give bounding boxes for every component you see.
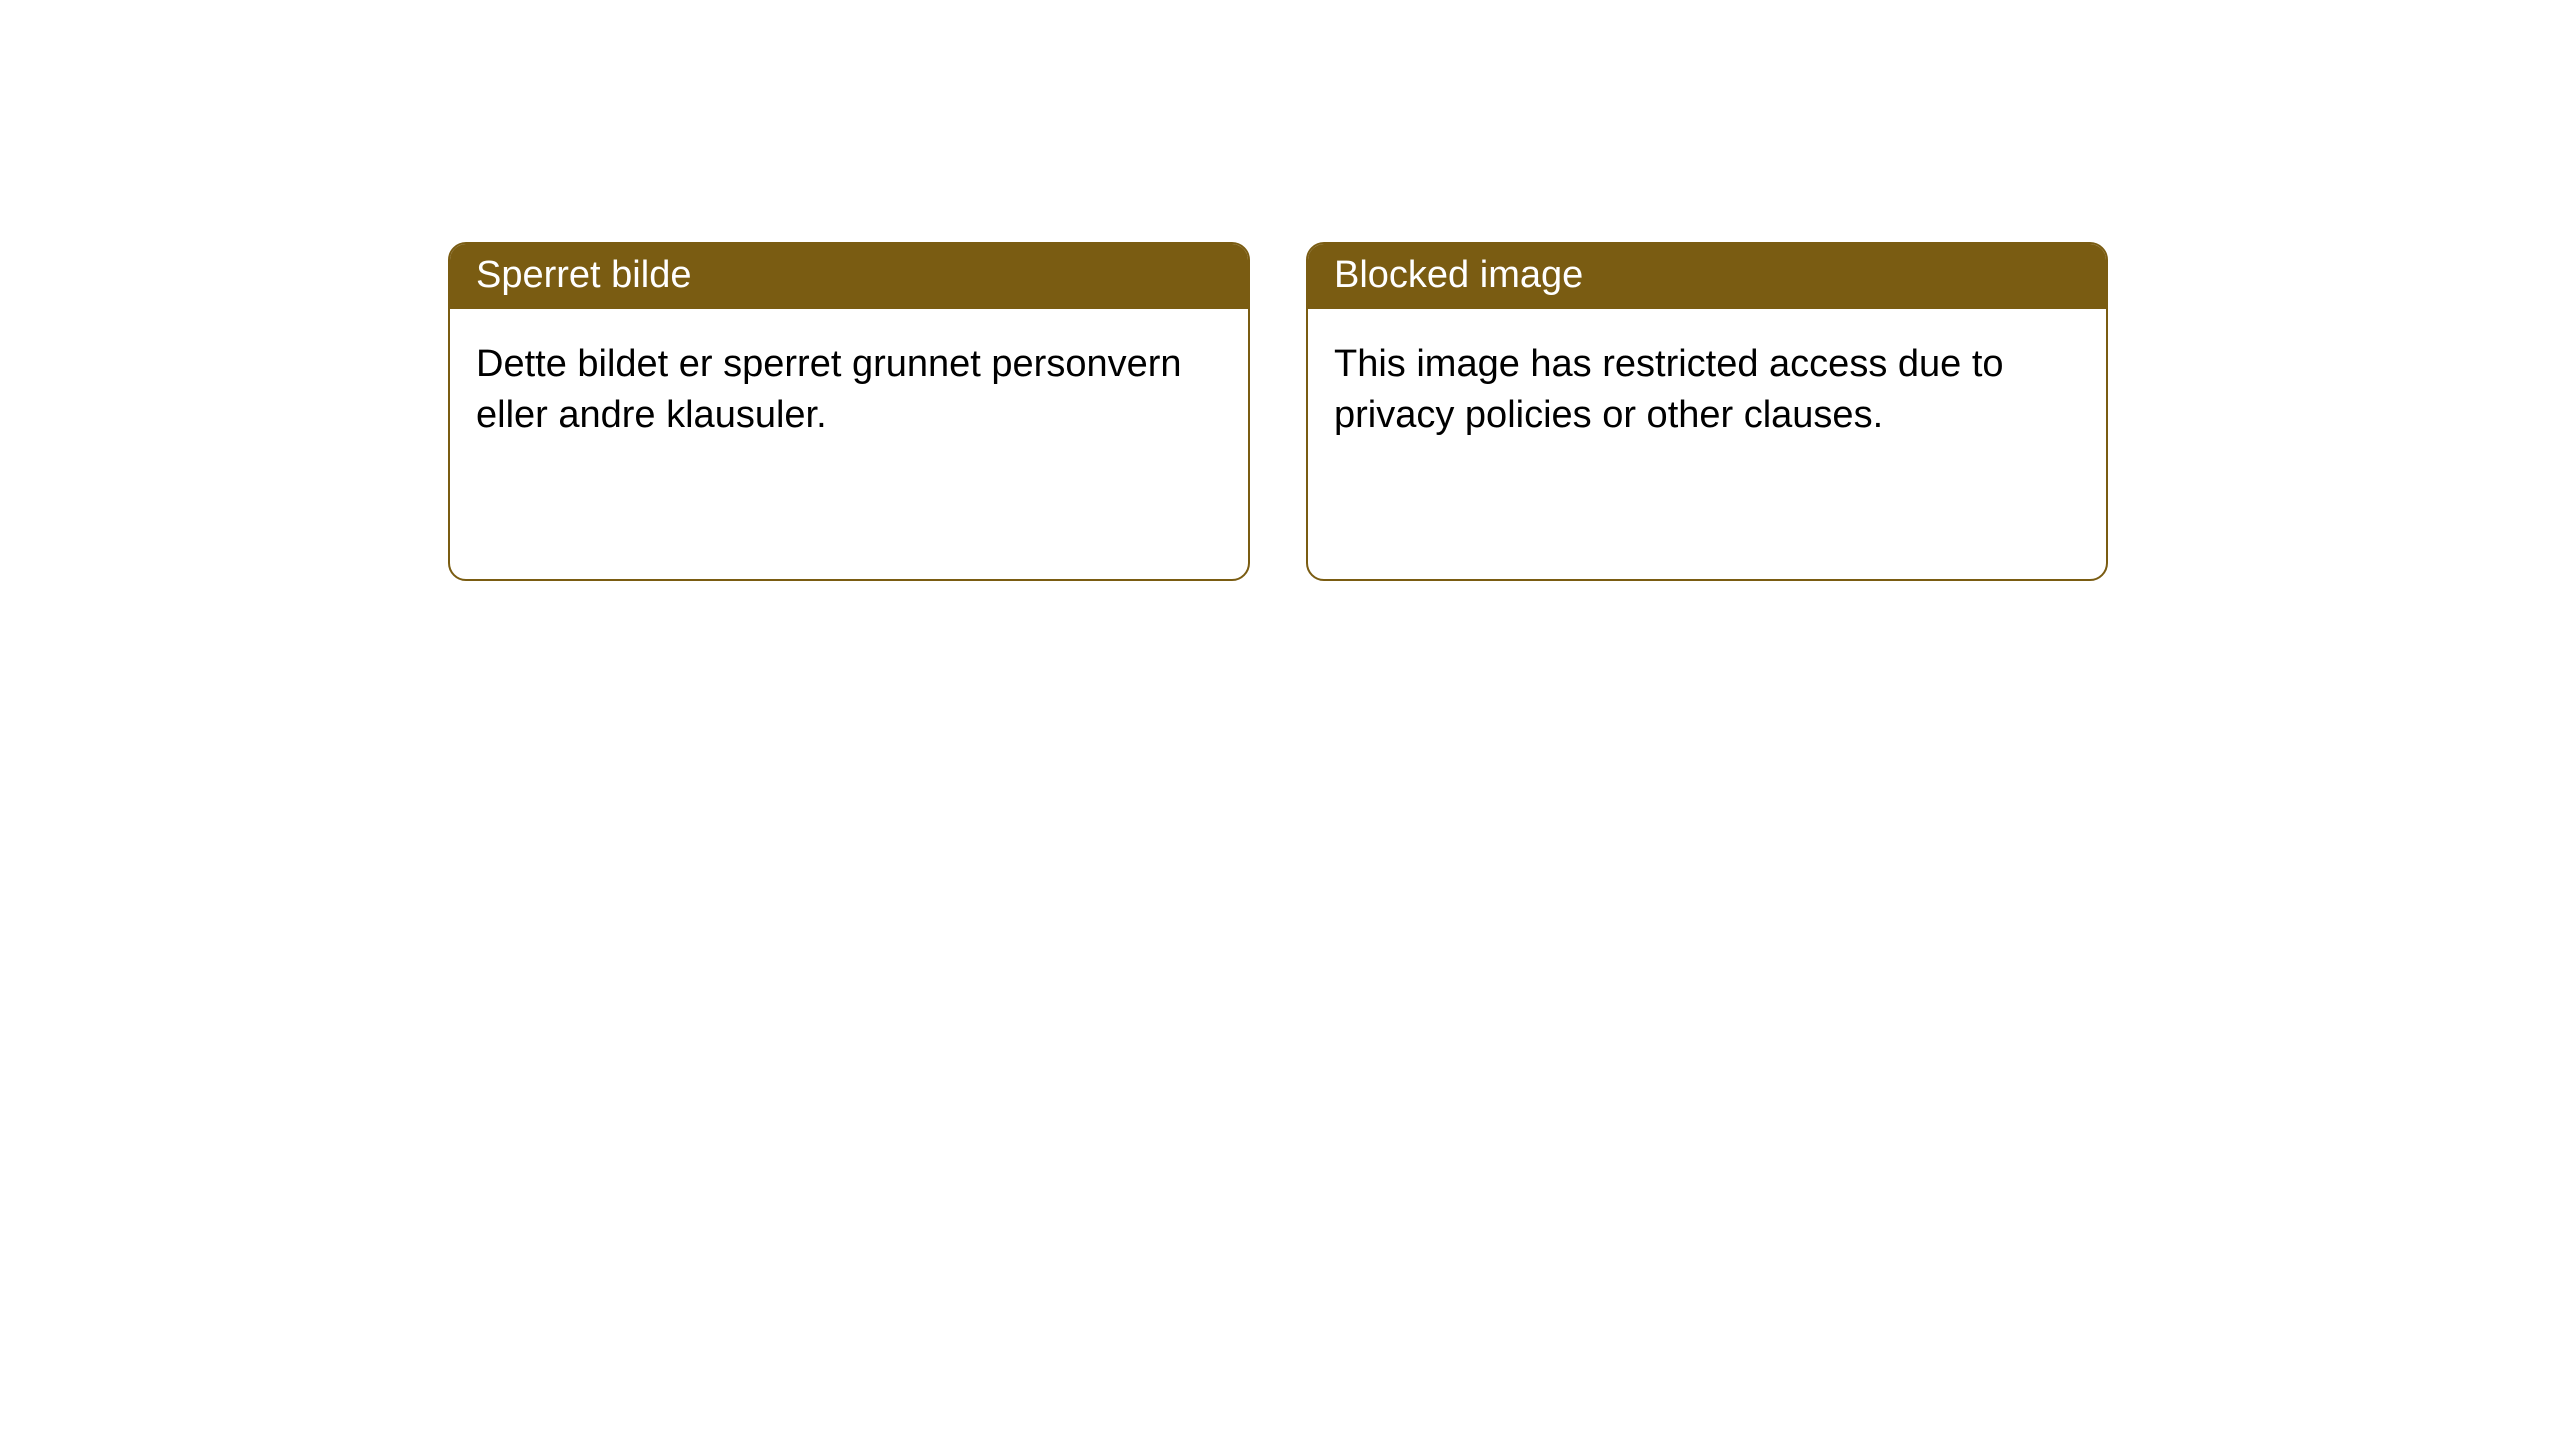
notice-body: This image has restricted access due to … xyxy=(1308,309,2106,579)
notices-container: Sperret bilde Dette bildet er sperret gr… xyxy=(0,0,2560,581)
notice-card-english: Blocked image This image has restricted … xyxy=(1306,242,2108,581)
notice-header: Blocked image xyxy=(1308,244,2106,309)
notice-header: Sperret bilde xyxy=(450,244,1248,309)
notice-body: Dette bildet er sperret grunnet personve… xyxy=(450,309,1248,579)
notice-card-norwegian: Sperret bilde Dette bildet er sperret gr… xyxy=(448,242,1250,581)
